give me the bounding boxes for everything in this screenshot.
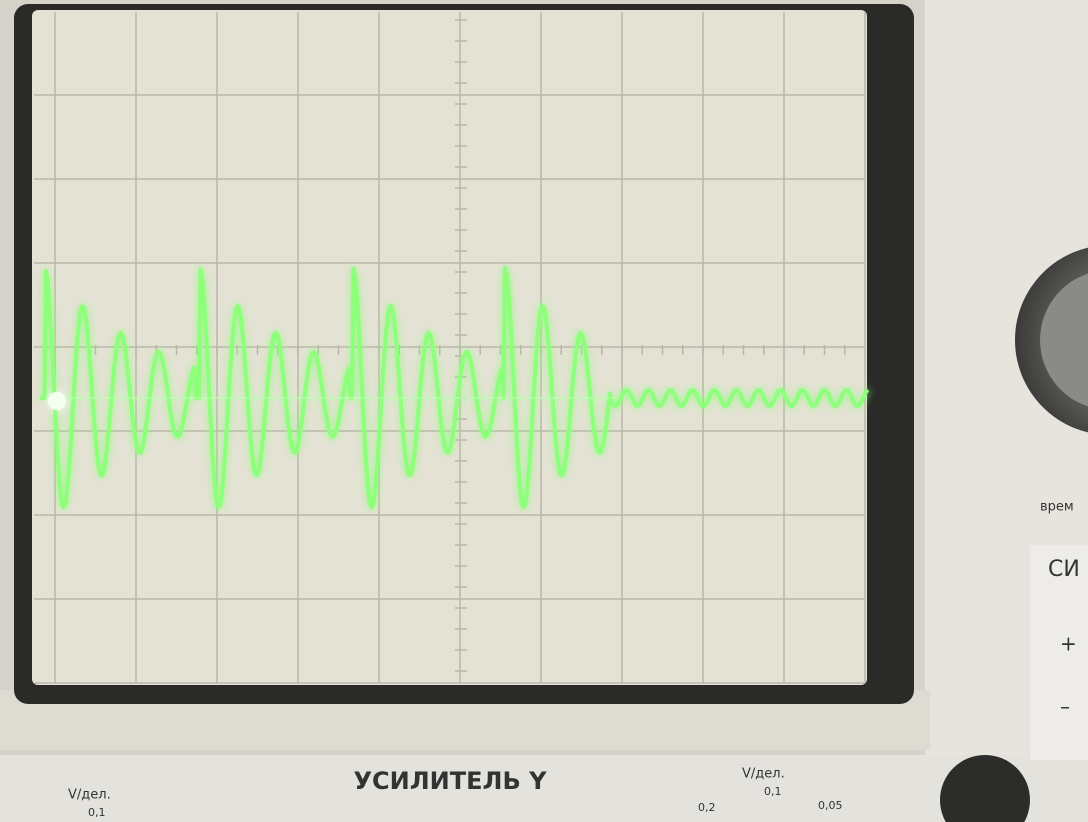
time-label: врем bbox=[1040, 500, 1074, 515]
right-label: V/дел. bbox=[742, 767, 785, 782]
minus-label: – bbox=[1060, 695, 1070, 719]
range-value: 0,05 bbox=[818, 799, 843, 812]
left-value: 0,1 bbox=[88, 806, 106, 819]
page: {"panel": {"amplifier_title": "УСИЛИТЕЛЬ… bbox=[0, 0, 1088, 822]
side-label: СИ bbox=[1048, 557, 1080, 582]
left-label: V/дел. bbox=[68, 788, 111, 803]
beam-spot bbox=[48, 392, 66, 410]
range-value: 0,2 bbox=[698, 801, 716, 814]
photo: врем СИ + – УСИЛИТЕЛЬ Y V/дел. 0,1 V/дел… bbox=[0, 0, 1088, 822]
amplifier-title: УСИЛИТЕЛЬ Y bbox=[354, 767, 548, 795]
plus-label: + bbox=[1060, 632, 1077, 656]
range-value: 0,1 bbox=[764, 785, 782, 798]
